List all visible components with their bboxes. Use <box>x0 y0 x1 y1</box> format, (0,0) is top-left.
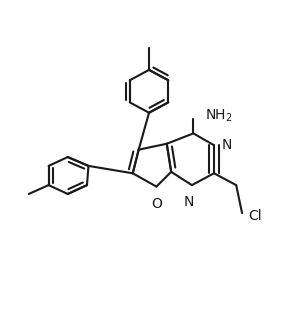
Text: N: N <box>184 196 194 210</box>
Text: Cl: Cl <box>248 209 262 223</box>
Text: NH$_2$: NH$_2$ <box>205 108 233 124</box>
Text: O: O <box>151 197 162 211</box>
Text: N: N <box>222 138 232 152</box>
